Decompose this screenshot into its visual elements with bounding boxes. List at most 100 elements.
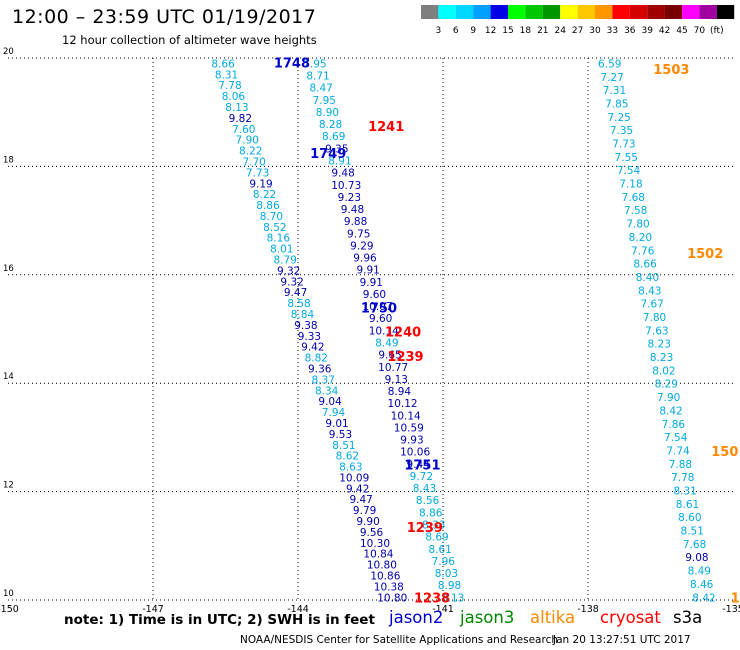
wave-height-point: 9.38	[294, 320, 317, 332]
pass-number-label: 1239	[387, 350, 423, 365]
wave-height-point: 7.80	[626, 219, 649, 231]
wave-height-point: 9.29	[350, 240, 373, 252]
wave-height-point: 7.80	[643, 312, 666, 324]
y-tick-label: 18	[3, 155, 14, 165]
wave-height-point: 7.67	[640, 299, 663, 311]
legend-s3a: s3a	[673, 608, 703, 627]
wave-height-point: 7.27	[600, 72, 623, 84]
wave-height-point: 9.60	[363, 289, 386, 301]
wave-height-point: 7.94	[322, 407, 346, 419]
pass-number-label: 150	[731, 591, 740, 606]
color-swatch	[577, 5, 595, 19]
wave-height-point: 7.88	[669, 459, 692, 471]
color-swatch	[629, 5, 648, 19]
wave-height-point: 7.76	[631, 245, 655, 257]
color-swatch	[438, 5, 456, 19]
wave-height-point: 7.18	[619, 179, 642, 191]
color-swatch	[647, 5, 665, 19]
wave-height-point: 7.68	[622, 192, 645, 204]
wave-height-point: 8.66	[633, 259, 657, 271]
wave-height-point: 8.06	[222, 91, 246, 103]
wave-height-point: 8.33	[422, 519, 445, 531]
wave-height-point: 8.58	[287, 298, 310, 310]
wave-height-point: 9.48	[341, 204, 364, 216]
color-scale-label: 39	[641, 26, 653, 36]
wave-height-point: 7.63	[645, 325, 668, 337]
color-scale-label: 70	[694, 26, 706, 36]
wave-height-point: 8.49	[688, 566, 711, 578]
wave-height-point: 8.47	[309, 83, 332, 95]
wave-height-point: 8.71	[306, 71, 329, 83]
wave-height-point: 8.23	[648, 339, 671, 351]
wave-height-point: 8.42	[692, 592, 715, 604]
color-scale-label: 6	[453, 26, 459, 36]
wave-height-point: 9.60	[369, 313, 392, 325]
color-swatch	[542, 5, 561, 19]
wave-height-point: 7.90	[657, 392, 680, 404]
wave-height-point: 9.65	[378, 350, 401, 362]
wave-height-point: 9.90	[356, 516, 379, 528]
wave-height-point: 8.16	[267, 233, 291, 245]
color-swatch	[560, 5, 578, 19]
wave-height-point: 9.91	[360, 277, 383, 289]
pass-number-label: 1238	[414, 591, 450, 606]
legend-jason3: jason3	[460, 608, 515, 627]
wave-height-point: 7.54	[617, 165, 641, 177]
x-tick-label: -135	[722, 604, 740, 615]
wave-height-point: 7.58	[624, 205, 647, 217]
wave-height-point: 9.53	[329, 429, 352, 441]
wave-height-point: 8.98	[438, 580, 461, 592]
wave-height-point: 10.73	[331, 180, 361, 192]
color-swatch	[490, 5, 508, 19]
wave-height-point: 8.01	[270, 244, 293, 256]
wave-height-point: 8.69	[322, 131, 345, 143]
wave-height-point: 7.74	[666, 445, 690, 457]
wave-height-point: 9.32	[280, 276, 303, 288]
pass-number-label: 1502	[687, 247, 723, 262]
wave-height-point: 8.37	[312, 374, 335, 386]
color-scale-label: 33	[607, 26, 618, 36]
pass-number-label: 1240	[385, 326, 421, 341]
color-swatch	[525, 5, 543, 19]
color-swatch	[508, 5, 526, 19]
wave-height-point: 10.07	[362, 301, 392, 313]
wave-height-point: 9.42	[301, 342, 324, 354]
legend-jason2: jason2	[389, 608, 444, 627]
wave-height-point: 8.51	[332, 440, 355, 452]
wave-height-point: 7.35	[610, 125, 633, 137]
wave-height-point: 8.66	[211, 58, 235, 70]
wave-height-point: 7.85	[605, 98, 628, 110]
wave-height-point: 8.82	[305, 353, 328, 365]
wave-height-point: 9.19	[249, 178, 272, 190]
pass-number-label: 1239	[407, 521, 443, 536]
wave-height-point: 8.94	[388, 386, 412, 398]
pass-number-label: 1751	[404, 459, 440, 474]
color-swatch	[595, 5, 613, 19]
wave-height-point: 8.52	[263, 222, 286, 234]
credit-line: NOAA/NESDIS Center for Satellite Applica…	[240, 634, 558, 646]
color-scale-label: 15	[502, 26, 513, 36]
wave-height-point: 7.90	[236, 135, 259, 147]
wave-height-point: 8.90	[316, 107, 339, 119]
color-scale-label: 12	[485, 26, 496, 36]
wave-height-point: 9.04	[318, 396, 342, 408]
wave-height-point: 8.40	[636, 272, 659, 284]
chart-subtitle: 12 hour collection of altimeter wave hei…	[62, 33, 317, 47]
wave-height-point: 7.95	[303, 58, 326, 70]
color-swatch	[664, 5, 682, 19]
wave-height-point: 8.84	[291, 309, 315, 321]
color-scale-label: 45	[676, 26, 687, 36]
wave-height-point: 9.36	[308, 363, 332, 375]
color-swatch	[699, 5, 717, 19]
wave-height-point: 8.56	[416, 495, 440, 507]
wave-height-point: 8.13	[225, 102, 248, 114]
color-scale-label: 30	[589, 26, 601, 36]
wave-height-point: 10.80	[367, 560, 397, 572]
color-scale-label: 21	[537, 26, 548, 36]
wave-height-point: 9.79	[353, 505, 376, 517]
wave-height-point: 7.86	[662, 419, 686, 431]
color-swatch	[473, 5, 491, 19]
wave-height-point: 7.31	[603, 85, 626, 97]
wave-height-point: 10.14	[391, 410, 421, 422]
